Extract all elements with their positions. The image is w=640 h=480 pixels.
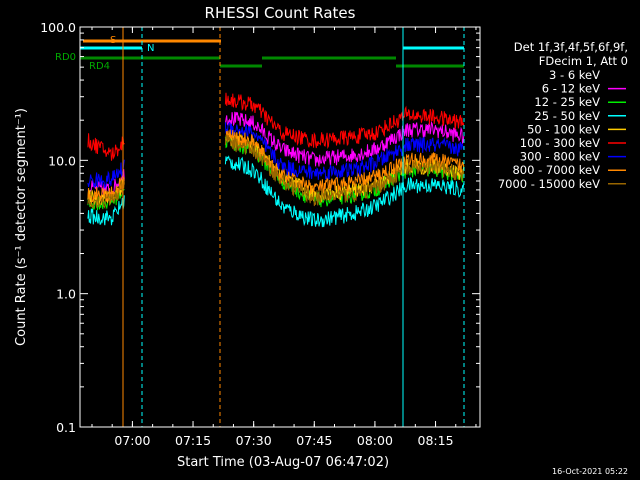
- y-tick-label: 1.0: [56, 287, 76, 302]
- series-line-8-a: [87, 176, 125, 203]
- legend-entry-label: 25 - 50 keV: [534, 109, 600, 123]
- x-tick-label: 07:15: [175, 433, 211, 448]
- rd4-label: RD4: [89, 61, 110, 72]
- plot-frame: [79, 26, 481, 428]
- rd0-label: RD0: [55, 52, 76, 63]
- x-tick-label: 07:00: [114, 433, 150, 448]
- legend-entry-label: 6 - 12 keV: [542, 82, 600, 96]
- saa-label: S: [110, 35, 116, 46]
- overlay-layer: RD0 RD4 S N: [55, 27, 465, 427]
- y-tick-label: 10.0: [48, 153, 76, 168]
- legend-entry-label: 50 - 100 keV: [527, 122, 600, 136]
- series-line-6-b: [224, 92, 465, 150]
- series-line-7-b: [224, 122, 465, 181]
- legend-entry-label: 800 - 7000 keV: [512, 163, 600, 177]
- series-line-2-b: [224, 111, 465, 167]
- footer-timestamp: 16-Oct-2021 05:22: [552, 467, 628, 476]
- series-line-7-a: [87, 159, 125, 189]
- legend-entry-label: 300 - 800 keV: [520, 150, 600, 164]
- y-tick-label: 0.1: [56, 420, 76, 435]
- y-axis-label: Count Rate (s⁻¹ detector segment⁻¹): [14, 108, 29, 346]
- x-axis-label: Start Time (03-Aug-07 06:47:02): [177, 455, 389, 470]
- night-label: N: [147, 43, 154, 54]
- y-tick-label: 100.0: [40, 20, 76, 35]
- chart-title: RHESSI Count Rates: [205, 4, 356, 22]
- legend-entry-label: 3 - 6 keV: [549, 68, 600, 82]
- series-line-9-b: [224, 134, 465, 207]
- legend-entry-label: 100 - 300 keV: [520, 136, 600, 150]
- legend-header-detectors: Det 1f,3f,4f,5f,6f,9f,: [514, 40, 628, 54]
- axis-layer: 07:00 07:15 07:30 07:45 08:00 08:15 0.1 1.0 10.0…: [40, 20, 480, 448]
- x-tick-label: 08:15: [418, 433, 454, 448]
- series-line-4-b: [224, 155, 465, 228]
- series-line-9-a: [87, 179, 125, 210]
- series-layer: [87, 92, 465, 228]
- series-line-6-a: [87, 133, 125, 161]
- x-tick-label: 08:00: [357, 433, 393, 448]
- legend-entry-label: 12 - 25 keV: [534, 95, 600, 109]
- legend-entry-label: 7000 - 15000 keV: [498, 177, 600, 191]
- x-tick-label: 07:45: [296, 433, 332, 448]
- x-tick-label: 07:30: [236, 433, 272, 448]
- series-line-4-a: [87, 195, 125, 226]
- legend-header-decimation: FDecim 1, Att 0: [539, 54, 628, 68]
